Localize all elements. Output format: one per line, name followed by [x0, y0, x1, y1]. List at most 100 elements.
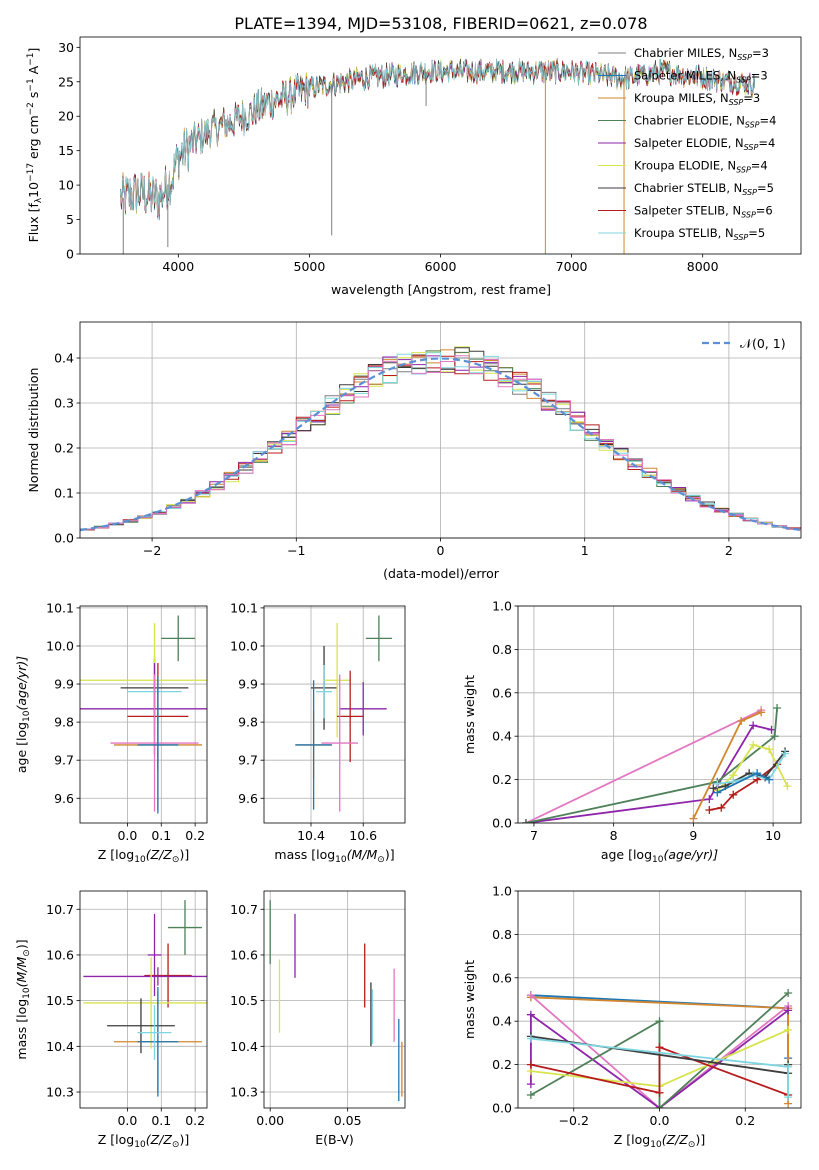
- x-axis-label-close: )]: [695, 1132, 705, 1147]
- legend-nssp-value: =3: [751, 69, 768, 83]
- legend-nssp-sub: SSP: [744, 143, 759, 152]
- weight_vs_Z: −0.2 0.0 0.2 0.0 0.2 0.4 0.6 0.8 1.0 Z [log10(Z/Z…: [462, 884, 802, 1150]
- mass_vs_EBV: 0.00 0.05 10.3 10.4 10.5 10.6 10.7 E(B-V): [230, 890, 406, 1147]
- errorbar-point: [168, 900, 202, 955]
- age_vs_Z-frame: [79, 605, 208, 824]
- spectrum-ytick-label: 30: [58, 40, 74, 55]
- age_vs_mass-ytick-label: 9.6: [238, 791, 258, 806]
- mass_vs_EBV-plot-area: [269, 900, 403, 1102]
- age_vs_mass-ytick-label: 9.9: [238, 677, 258, 692]
- legend-entry-name: Chabrier ELODIE,: [634, 114, 736, 128]
- weight-series-marker: [737, 717, 746, 726]
- weight_vs_Z-xtick-label: 0.2: [735, 1113, 755, 1128]
- weight-series-marker: [765, 775, 774, 784]
- age_vs_mass-ytick-label: 10.0: [230, 638, 258, 653]
- x-axis-label: E(B-V): [315, 1132, 354, 1147]
- residuals-xtick-label: 2: [725, 543, 733, 558]
- weight-series-marker: [749, 740, 758, 749]
- weight-series-marker: [526, 1034, 535, 1043]
- residuals-xtick-label: −1: [287, 543, 305, 558]
- weight_vs_age-plot-area: [521, 703, 792, 823]
- errorbar-point: [147, 913, 162, 997]
- weight-series-marker: [526, 991, 535, 1000]
- weight-series-marker: [784, 1093, 793, 1102]
- spectrum-xtick-label: 5000: [294, 259, 326, 274]
- y-label-mid: 10: [26, 182, 41, 198]
- histogram-series: [80, 355, 801, 532]
- legend-entry-name: Chabrier STELIB,: [634, 181, 734, 195]
- errorbar-point: [137, 676, 179, 814]
- spectrum-ytick-label: 5: [66, 212, 74, 227]
- legend-nssp-sub: SSP: [736, 166, 751, 175]
- age_vs_Z-ytick-label: 9.7: [54, 753, 74, 768]
- y-label-sup: −2: [26, 102, 36, 115]
- weight-series-marker: [655, 1088, 664, 1097]
- legend-nssp-sub: SSP: [734, 233, 749, 242]
- x-axis-label: (data-model)/error: [383, 566, 500, 581]
- weight-series-marker: [784, 1006, 793, 1015]
- weight-series-marker: [773, 703, 782, 712]
- weight_vs_age-xtick-label: 10: [765, 828, 781, 843]
- weight_vs_Z-ytick-label: 0.6: [492, 970, 512, 985]
- legend-entry-name: Salpeter STELIB,: [634, 204, 732, 218]
- x-axis-label-end: (Z/Z: [662, 1132, 689, 1147]
- x-axis-label-main: Z [log: [98, 1132, 134, 1147]
- x-axis-label: Z [log10(Z/Z⊙)]: [614, 1132, 705, 1150]
- legend-entry: 𝒩(0, 1): [740, 336, 786, 351]
- weight-series-line: [530, 1045, 789, 1096]
- age_vs_mass-plot-area: [295, 615, 392, 812]
- legend-nssp-value: =3: [743, 91, 760, 105]
- x-axis-label-end: (M/M: [347, 847, 378, 862]
- weight-series-marker: [713, 788, 722, 797]
- weight_vs_Z-ytick-label: 0.0: [492, 1101, 512, 1116]
- x-axis-label-sub: 10: [134, 1140, 146, 1150]
- weight_vs_age-xtick-label: 8: [610, 828, 618, 843]
- y-axis-label-sub: 10: [22, 710, 32, 722]
- spectrum-xtick-label: 8000: [687, 259, 719, 274]
- weight-series-marker: [655, 1043, 664, 1052]
- legend-entry: Kroupa STELIB, NSSP=5: [634, 226, 765, 242]
- age_vs_Z-ytick-label: 10.0: [46, 638, 74, 653]
- weight-series-marker: [753, 769, 762, 778]
- age_vs_mass: 10.4 10.6 9.6 9.7 9.8 9.9 10.0 10.1 mass [log10(…: [230, 600, 406, 865]
- spectrum-ytick-label: 15: [58, 143, 74, 158]
- weight-series-marker: [783, 782, 792, 791]
- spectrum-ytick-label: 20: [58, 109, 74, 124]
- legend-entry: Chabrier ELODIE, NSSP=4: [634, 114, 776, 130]
- weight_vs_Z-ytick-label: 0.2: [492, 1057, 512, 1072]
- mass_vs_Z-plot-area: [83, 900, 207, 1097]
- legend-nssp-value: =5: [748, 226, 765, 240]
- weight-series-marker: [526, 1080, 535, 1089]
- legend-entry-name: Salpeter ELODIE,: [634, 136, 735, 150]
- legend-nssp-value: =4: [760, 114, 777, 128]
- y-label-mid2: erg cm: [26, 115, 41, 163]
- legend-entry-name: Chabrier MILES,: [634, 46, 729, 60]
- y-axis-label-sub: 10: [22, 987, 32, 999]
- errorbar-point: [144, 943, 192, 1008]
- weight-series-marker: [521, 819, 530, 823]
- x-axis-label-sun: ⊙: [172, 855, 180, 865]
- residuals: −2 −1 0 1 2 0.0 0.1 0.2 0.3 0.4 (data-model)/error…: [26, 321, 802, 581]
- legend-nssp-prefix: N: [735, 136, 744, 150]
- spectrum-xtick-label: 4000: [162, 259, 194, 274]
- legend-nssp-prefix: N: [727, 69, 736, 83]
- age_vs_Z-plot-area: [80, 615, 207, 814]
- errorbar-point: [107, 998, 175, 1054]
- age_vs_Z-xtick-label: 0.2: [185, 828, 205, 843]
- spectrum-ytick-label: 25: [58, 74, 74, 89]
- mass_vs_EBV-xtick-label: 0.00: [256, 1113, 284, 1128]
- legend-nssp-prefix: N: [727, 159, 736, 173]
- residuals-xtick-label: −2: [143, 543, 161, 558]
- weight_vs_age-ytick-label: 0.6: [492, 685, 512, 700]
- y-axis-label-end: (age/yr)]: [14, 656, 29, 711]
- legend-nssp-sub: SSP: [729, 98, 744, 107]
- y-axis-label-main: mass [log: [14, 999, 29, 1060]
- x-axis-label-close: )]: [179, 847, 189, 862]
- age_vs_mass-xtick-label: 10.4: [297, 828, 325, 843]
- weight_vs_Z-ytick-label: 0.8: [492, 927, 512, 942]
- errorbar-point: [321, 674, 358, 812]
- y-axis-label-end: (M/M: [14, 957, 29, 988]
- errorbar-point: [110, 674, 199, 812]
- mass_vs_Z-ytick-label: 10.5: [46, 993, 74, 1008]
- weight_vs_Z-xtick-label: 0.0: [650, 1113, 670, 1128]
